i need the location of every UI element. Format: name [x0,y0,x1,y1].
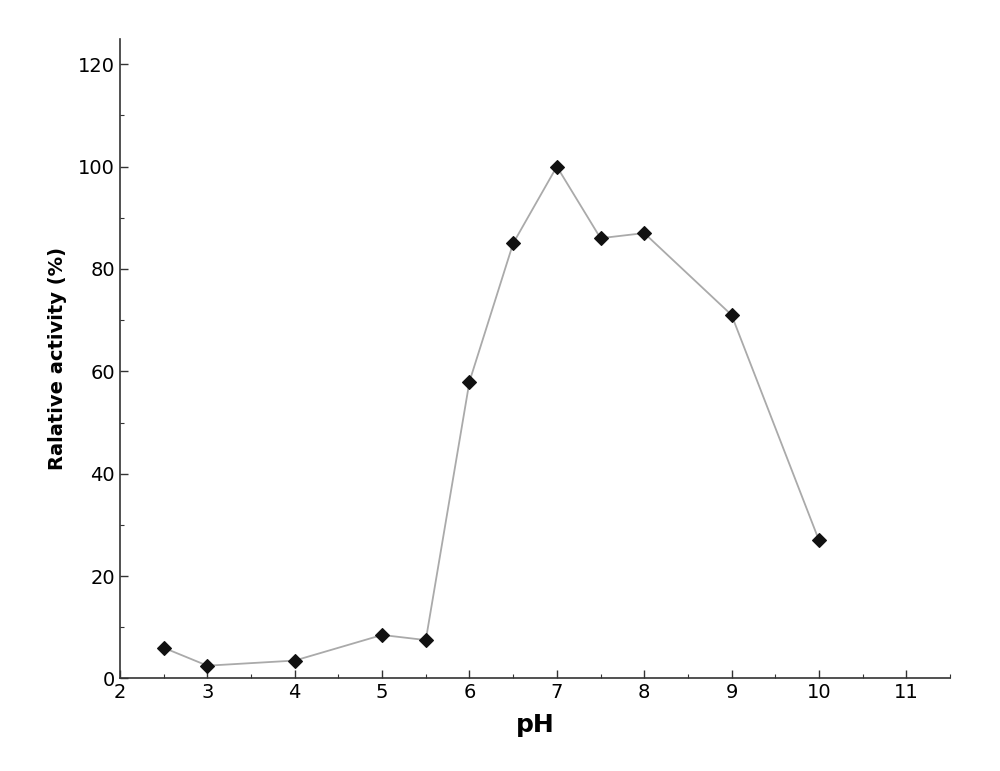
X-axis label: pH: pH [516,713,554,737]
Y-axis label: Ralative activity (%): Ralative activity (%) [48,247,67,470]
